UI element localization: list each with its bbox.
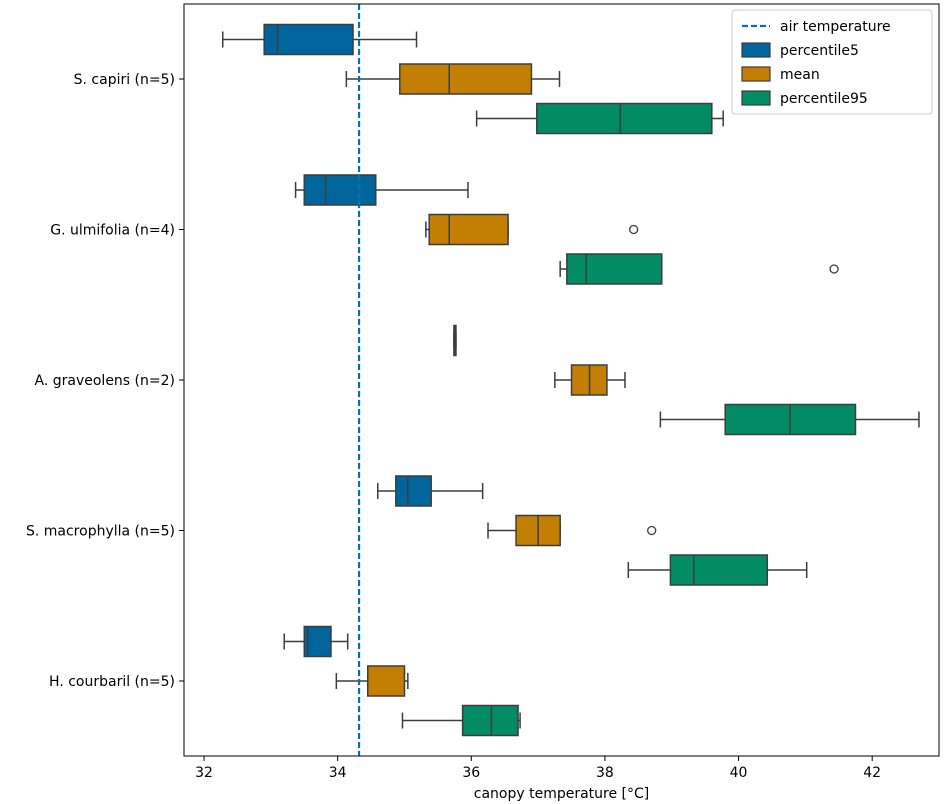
box-iqr [536,102,713,135]
legend-mean-label: mean [780,67,820,83]
axes: 32 34 36 38 40 42 S. capiri (n=5) G. ulmifolia … [26,72,881,781]
legend: air temperature percentile5 mean percentile… [731,9,933,115]
y-tick-label: H. courbaril (n=5) [49,674,175,690]
plot-area [222,4,920,756]
box-percentile5-4 [283,625,349,658]
legend-mean-swatch [741,66,771,82]
box-percentile5-2 [453,324,457,357]
legend-percentile5-swatch [741,42,771,58]
x-tick-label: 42 [863,765,881,781]
box-percentile5-3 [377,475,484,507]
box-percentile95-4 [401,704,521,737]
box-percentile5-1 [294,174,469,206]
box-percentile95-1 [559,253,839,285]
box-iqr [303,625,332,658]
legend-percentile5-label: percentile5 [780,43,859,59]
y-tick-label: A. graveolens (n=2) [35,373,175,389]
y-tick-label: S. macrophylla (n=5) [26,524,175,540]
x-tick-label: 36 [462,765,480,781]
legend-frame [731,9,933,115]
legend-percentile95-swatch [741,90,771,106]
box-iqr [428,213,509,246]
box-percentile95-0 [475,102,724,135]
x-tick-label: 40 [730,765,748,781]
box-iqr [566,253,663,285]
box-iqr [366,665,406,697]
x-tick-label: 32 [195,765,213,781]
x-tick-label: 38 [596,765,614,781]
legend-air-temperature-label: air temperature [780,19,891,35]
box-percentile95-3 [627,554,808,586]
box-mean-4 [335,665,409,697]
box-iqr [399,63,533,95]
box-mean-0 [345,63,561,95]
x-tick-label: 34 [329,765,347,781]
box-iqr [395,475,432,507]
x-axis-title: canopy temperature [°C] [474,786,650,802]
outlier-point [647,525,657,536]
box-iqr [461,704,519,737]
y-tick-label: S. capiri (n=5) [74,72,175,88]
outlier-point [629,224,639,235]
box-iqr [669,554,769,586]
box-percentile95-2 [659,403,920,436]
legend-percentile95-label: percentile95 [780,91,868,107]
box-mean-3 [487,514,657,547]
box-mean-2 [554,364,626,396]
outlier-point [829,264,839,274]
y-tick-label: G. ulmifolia (n=4) [50,223,175,239]
box-iqr [263,23,354,56]
box-iqr [303,174,377,206]
box-mean-1 [425,213,639,246]
box-percentile5-0 [222,23,418,56]
